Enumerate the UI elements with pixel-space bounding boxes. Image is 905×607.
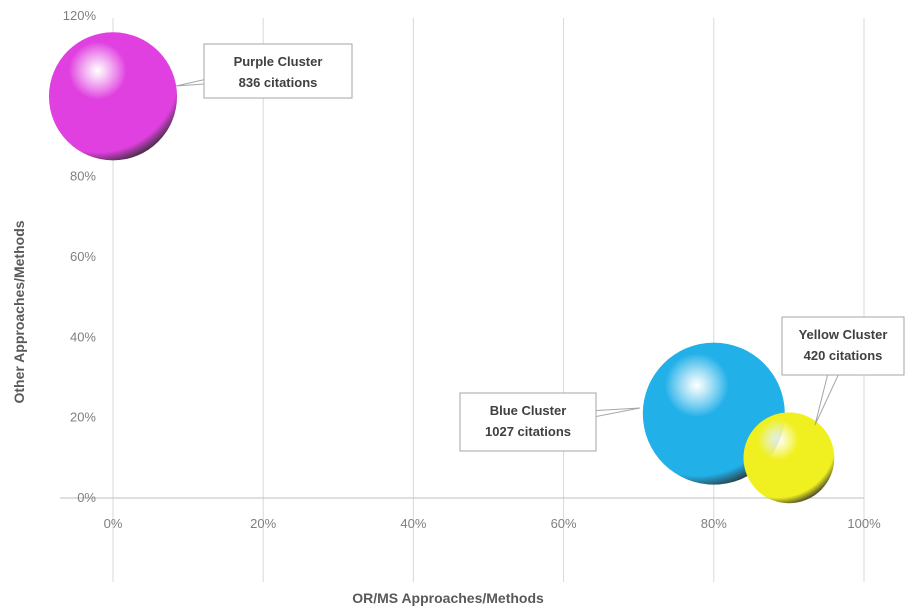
data-label-callout: Blue Cluster 1027 citations [459,392,641,452]
gridlines [112,18,865,582]
axes: 0%20%40%60%80%100%120%0%20%40%60%80%100% [60,8,881,531]
callout-box [459,392,597,452]
callout-label: 1027 citations [485,424,571,439]
callout-label: 836 citations [239,75,318,90]
x-axis-title: OR/MS Approaches/Methods [352,590,544,606]
callout-label: Blue Cluster [490,403,567,418]
callout-label: Purple Cluster [234,54,323,69]
y-tick-label: 120% [63,8,97,23]
x-tick-label: 0% [104,516,123,531]
bubbles [48,32,835,504]
y-tick-label: 0% [77,490,96,505]
y-axis-title: Other Approaches/Methods [11,220,27,403]
callout-label: Yellow Cluster [799,327,888,342]
x-tick-label: 60% [551,516,577,531]
callout-label: 420 citations [804,348,883,363]
y-tick-label: 80% [70,169,96,184]
callouts: Purple Cluster 836 citations Blue Cluster 1… [175,43,905,452]
y-tick-label: 60% [70,249,96,264]
x-tick-label: 100% [847,516,881,531]
y-tick-label: 20% [70,410,96,425]
bubble [743,412,835,504]
callout-box [203,43,353,99]
bubble [48,32,178,161]
data-label-callout: Yellow Cluster 420 citations [781,316,905,426]
x-tick-label: 80% [701,516,727,531]
x-tick-label: 40% [400,516,426,531]
y-tick-label: 40% [70,329,96,344]
x-tick-label: 20% [250,516,276,531]
callout-box [781,316,905,376]
data-label-callout: Purple Cluster 836 citations [175,43,353,99]
